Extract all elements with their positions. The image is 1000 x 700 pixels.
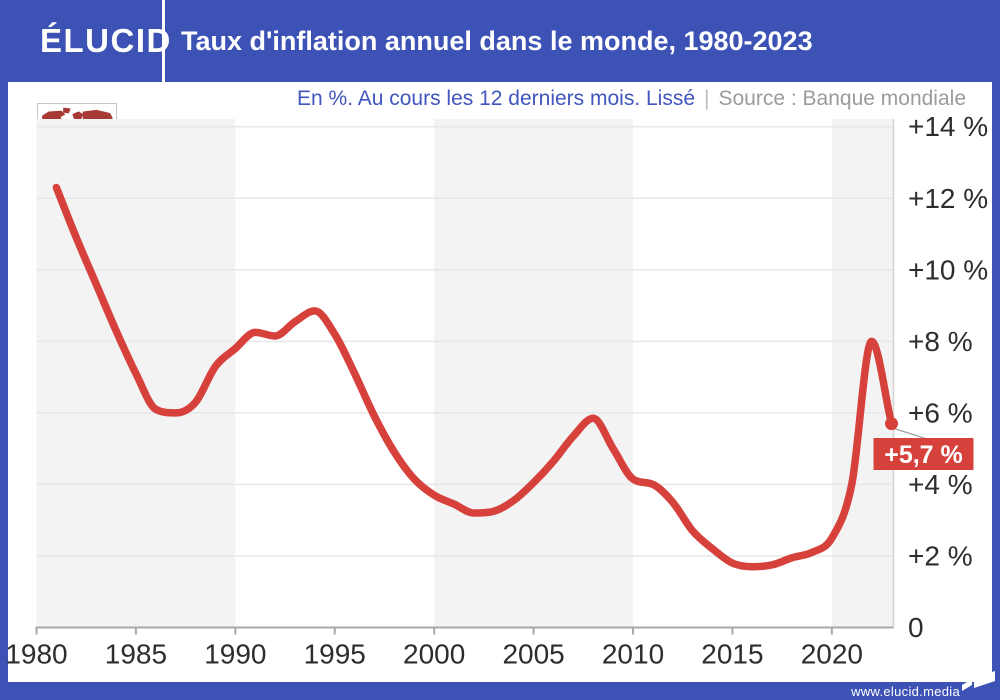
decade-band — [434, 119, 634, 628]
inflation-line — [52, 183, 896, 571]
chart-subtitle: En %. Au cours les 12 derniers mois. Lis… — [10, 87, 966, 111]
x-tick-label: 2000 — [403, 639, 465, 670]
subtitle-text: En %. Au cours les 12 derniers mois. Lis… — [297, 87, 696, 110]
y-tick-label: +8 % — [908, 326, 973, 357]
y-tick-label: +10 % — [908, 254, 988, 285]
footer-bar — [0, 682, 1000, 700]
right-border — [992, 82, 1000, 700]
annotation-connector — [894, 428, 926, 440]
y-tick-label: +4 % — [908, 469, 973, 500]
end-point-dot — [885, 417, 898, 431]
y-tick-label: +6 % — [908, 397, 973, 428]
x-tick-label: 2010 — [602, 639, 664, 670]
source-label: Source : Banque mondiale — [718, 87, 967, 110]
x-tick-label: 1995 — [304, 639, 366, 670]
y-tick-label: 0 — [908, 612, 924, 643]
x-tick-label: 2005 — [502, 639, 564, 670]
y-tick-label: +14 % — [908, 111, 988, 142]
x-tick-label: 2015 — [701, 639, 763, 670]
y-tick-label: +2 % — [908, 540, 973, 571]
header-bar: ÉLUCID Taux d'inflation annuel dans le m… — [0, 0, 1000, 82]
elucid-logo: ÉLUCID — [40, 22, 172, 59]
x-tick-label: 1980 — [5, 639, 67, 670]
end-value-label: +5,7 % — [884, 441, 963, 469]
elucid-flag-icon — [962, 671, 995, 691]
x-tick-label: 1985 — [105, 639, 167, 670]
x-tick-label: 1990 — [204, 639, 266, 670]
footer-url: www.elucid.media — [851, 684, 960, 699]
y-tick-label: +12 % — [908, 183, 988, 214]
left-border — [0, 82, 8, 700]
x-tick-label: 2020 — [801, 639, 863, 670]
page-title: Taux d'inflation annuel dans le monde, 1… — [181, 25, 813, 56]
end-value-badge — [873, 438, 974, 470]
header-separator — [162, 0, 165, 82]
subtitle-divider: | — [704, 87, 710, 110]
